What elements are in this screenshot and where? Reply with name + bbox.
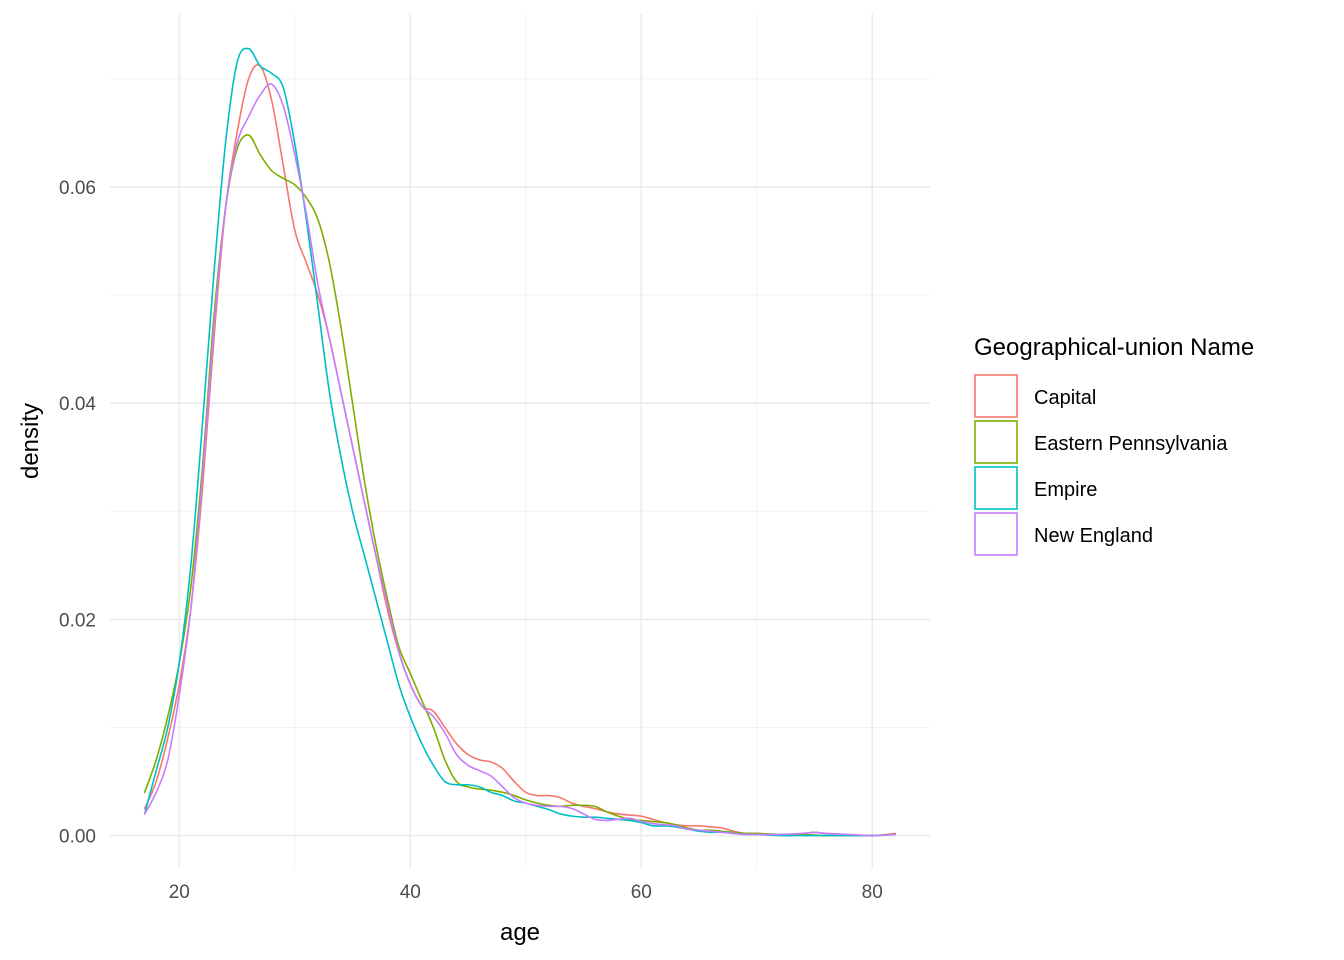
legend-label-eastern-pennsylvania: Eastern Pennsylvania [1034, 433, 1228, 455]
x-tick-label: 40 [400, 882, 421, 903]
legend-label-new-england: New England [1034, 525, 1153, 547]
grid [110, 14, 930, 868]
y-tick-label: 0.04 [59, 394, 96, 415]
density-line-eastern-pennsylvania [143, 134, 897, 837]
axis-ticks: 20 40 60 80 0.00 0.02 0.04 0.06 [59, 178, 883, 903]
x-tick-label: 80 [862, 882, 883, 903]
y-axis-title: density [17, 403, 44, 479]
density-line-capital [143, 64, 897, 837]
x-tick-label: 20 [169, 882, 190, 903]
density-line-empire [143, 47, 897, 837]
legend-key-capital [974, 374, 1018, 418]
y-tick-label: 0.00 [59, 827, 96, 848]
legend-key-eastern-pennsylvania [974, 420, 1018, 464]
legend: Geographical-union Name Capital Eastern P… [974, 334, 1254, 556]
x-tick-label: 60 [631, 882, 652, 903]
legend-key-empire [974, 466, 1018, 510]
legend-title: Geographical-union Name [974, 334, 1254, 361]
y-tick-label: 0.02 [59, 610, 96, 631]
x-axis-title: age [500, 919, 540, 946]
series-lines [143, 47, 897, 837]
legend-label-capital: Capital [1034, 387, 1096, 409]
legend-label-empire: Empire [1034, 479, 1097, 501]
density-line-new-england [143, 83, 897, 837]
legend-items: Capital Eastern Pennsylvania Empire New Eng… [974, 374, 1228, 556]
legend-key-new-england [974, 512, 1018, 556]
y-tick-label: 0.06 [59, 178, 96, 199]
